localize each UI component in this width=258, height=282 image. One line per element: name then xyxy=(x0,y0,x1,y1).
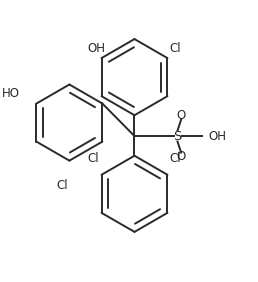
Text: Cl: Cl xyxy=(170,42,181,55)
Text: Cl: Cl xyxy=(57,179,68,192)
Text: OH: OH xyxy=(208,130,226,143)
Text: HO: HO xyxy=(2,87,20,100)
Text: Cl: Cl xyxy=(170,152,181,165)
Text: O: O xyxy=(176,151,186,164)
Text: O: O xyxy=(176,109,186,122)
Text: Cl: Cl xyxy=(88,152,100,165)
Text: OH: OH xyxy=(88,42,106,55)
Text: S: S xyxy=(173,130,182,143)
